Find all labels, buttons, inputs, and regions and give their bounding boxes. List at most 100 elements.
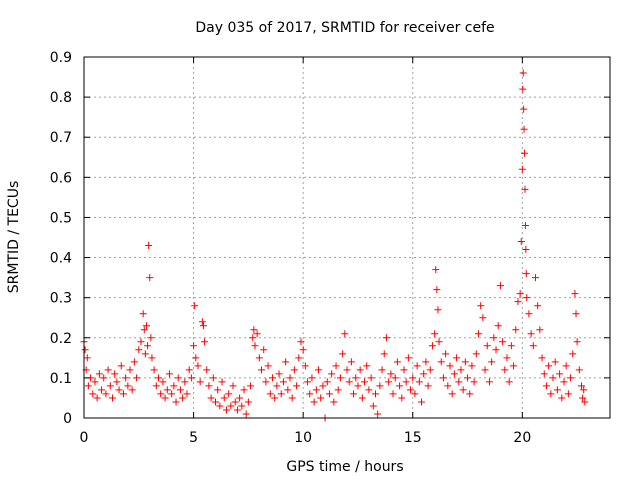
- data-point: [277, 390, 285, 398]
- data-point: [536, 326, 544, 334]
- data-point: [560, 378, 568, 386]
- data-point: [242, 410, 250, 418]
- data-point: [510, 362, 518, 370]
- data-point: [100, 374, 108, 382]
- data-point: [113, 378, 121, 386]
- data-point: [209, 374, 217, 382]
- x-tick-labels: 0 5 10 15 20: [80, 430, 532, 446]
- data-point: [117, 362, 125, 370]
- data-point: [501, 366, 509, 374]
- data-point: [144, 342, 152, 350]
- data-point: [288, 394, 296, 402]
- data-point: [345, 378, 353, 386]
- data-point: [444, 382, 452, 390]
- grid-lines: [84, 57, 610, 418]
- data-point: [514, 298, 522, 306]
- data-point: [400, 366, 408, 374]
- data-point: [181, 378, 189, 386]
- data-point: [275, 370, 283, 378]
- data-point: [472, 350, 480, 358]
- data-point: [415, 378, 423, 386]
- data-point: [453, 354, 461, 362]
- data-point: [450, 370, 458, 378]
- data-point: [218, 378, 226, 386]
- data-point: [512, 326, 520, 334]
- data-point: [271, 394, 279, 402]
- data-point: [152, 382, 160, 390]
- data-point: [268, 374, 276, 382]
- data-point: [433, 286, 441, 294]
- data-point: [494, 322, 502, 330]
- data-point: [183, 390, 191, 398]
- data-point: [93, 394, 101, 402]
- data-point: [490, 334, 498, 342]
- data-point: [236, 394, 244, 402]
- data-point: [91, 378, 99, 386]
- data-point: [286, 374, 294, 382]
- data-point: [161, 394, 169, 402]
- data-point: [387, 370, 395, 378]
- data-point: [354, 382, 362, 390]
- data-point: [564, 390, 572, 398]
- data-point: [128, 386, 136, 394]
- data-point: [520, 125, 528, 133]
- data-point: [521, 221, 529, 229]
- y-tick-label: 0.7: [50, 130, 72, 146]
- data-point: [393, 358, 401, 366]
- data-point: [106, 382, 114, 390]
- data-point: [89, 390, 97, 398]
- data-point: [244, 398, 252, 406]
- data-point: [199, 322, 207, 330]
- data-point: [332, 362, 340, 370]
- data-point: [323, 378, 331, 386]
- data-point: [485, 378, 493, 386]
- data-point: [155, 374, 163, 382]
- data-point: [159, 378, 167, 386]
- data-point: [571, 290, 579, 298]
- data-point: [521, 149, 529, 157]
- data-point: [547, 390, 555, 398]
- data-point: [434, 306, 442, 314]
- data-point: [470, 378, 478, 386]
- x-axis-label: GPS time / hours: [286, 459, 403, 475]
- data-point: [562, 362, 570, 370]
- data-point: [325, 390, 333, 398]
- data-point: [492, 346, 500, 354]
- data-point: [207, 394, 215, 402]
- data-point: [358, 394, 366, 402]
- y-tick-label: 0.5: [50, 210, 72, 226]
- data-point: [396, 382, 404, 390]
- data-point: [247, 382, 255, 390]
- data-point: [527, 330, 535, 338]
- data-point: [521, 185, 529, 193]
- y-tick-labels: 0 0.1 0.2 0.3 0.4 0.5 0.6 0.7 0.8 0.9: [50, 50, 72, 427]
- data-point: [499, 338, 507, 346]
- data-point: [477, 302, 485, 310]
- data-point: [522, 246, 530, 254]
- data-point: [391, 374, 399, 382]
- data-point: [556, 370, 564, 378]
- data-point: [336, 374, 344, 382]
- data-point: [172, 398, 180, 406]
- data-point: [479, 314, 487, 322]
- data-point: [461, 358, 469, 366]
- data-point: [475, 330, 482, 338]
- data-point: [282, 358, 290, 366]
- data-point: [334, 386, 342, 394]
- data-point: [81, 346, 89, 354]
- data-point: [459, 386, 467, 394]
- data-point: [185, 366, 193, 374]
- data-point: [468, 362, 476, 370]
- data-point: [540, 370, 548, 378]
- data-point: [238, 402, 246, 410]
- data-point: [310, 398, 318, 406]
- data-point: [308, 374, 316, 382]
- data-point: [431, 330, 439, 338]
- data-point: [165, 370, 173, 378]
- data-point: [371, 390, 379, 398]
- data-point: [481, 366, 489, 374]
- data-point: [95, 370, 103, 378]
- data-point: [365, 386, 373, 394]
- data-point: [317, 394, 325, 402]
